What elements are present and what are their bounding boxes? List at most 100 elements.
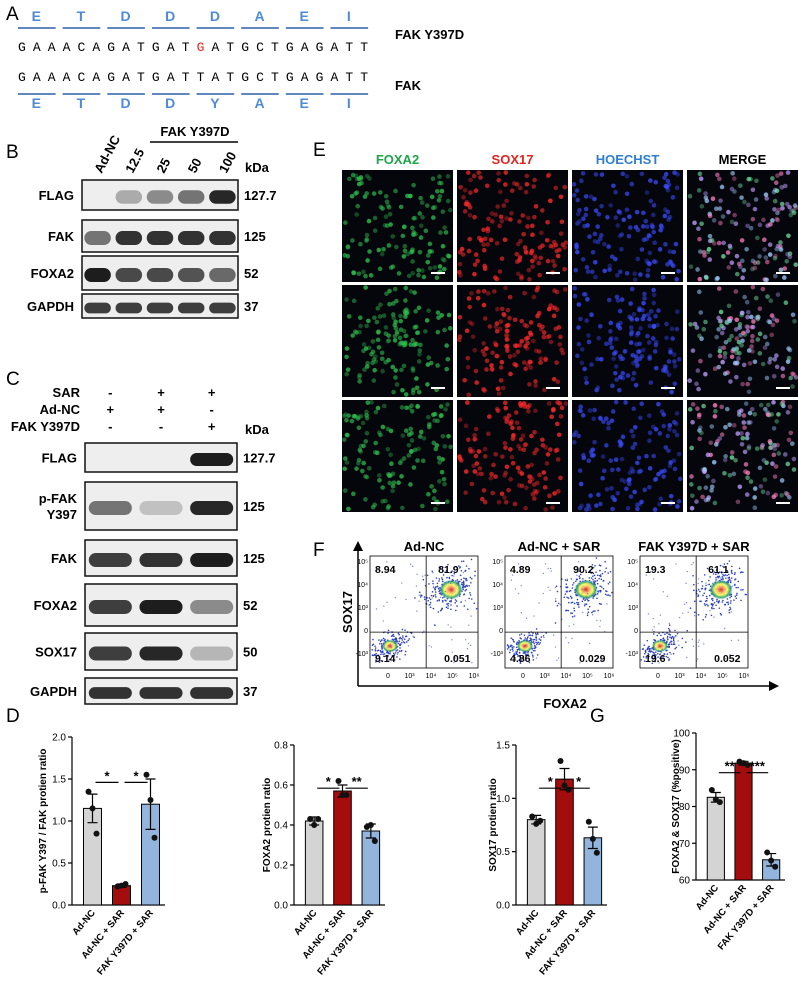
nucleus	[707, 247, 712, 252]
event-dot	[609, 595, 611, 597]
event-dot	[399, 641, 401, 643]
event-dot	[431, 570, 433, 572]
nucleus	[688, 407, 693, 412]
nucleus	[753, 207, 758, 212]
nucleus	[472, 272, 477, 277]
event-dot	[510, 646, 512, 648]
nucleus	[786, 170, 791, 175]
significance-label: *	[104, 768, 110, 783]
nucleus	[745, 432, 750, 437]
panel-label: F	[313, 540, 325, 561]
nucleus	[521, 447, 526, 452]
event-dot	[459, 581, 461, 583]
nucleus	[467, 237, 472, 242]
amino-acid: D	[121, 95, 131, 111]
event-dot	[463, 560, 465, 562]
nucleus	[648, 466, 653, 471]
nucleus	[532, 496, 537, 501]
nucleus	[426, 362, 431, 367]
event-dot	[740, 600, 742, 602]
nucleus	[588, 408, 593, 413]
nucleus	[399, 368, 404, 373]
event-dot	[424, 599, 426, 601]
nucleus	[359, 175, 364, 180]
nucleus	[510, 188, 515, 193]
nucleus	[741, 268, 746, 273]
nucleus	[503, 471, 508, 476]
nucleus	[510, 426, 515, 431]
nucleus	[773, 493, 778, 498]
nucleus	[504, 500, 509, 505]
nucleus	[723, 355, 728, 360]
event-dot	[664, 633, 666, 635]
nucleus	[584, 194, 589, 199]
nucleus	[530, 224, 535, 229]
nucleus	[611, 183, 616, 188]
event-dot	[434, 588, 436, 590]
event-dot	[578, 606, 580, 608]
nucleus	[763, 407, 768, 412]
nucleus	[785, 462, 790, 467]
nucleus	[787, 438, 792, 443]
event-dot	[601, 579, 603, 581]
nucleus	[347, 314, 352, 319]
nucleus	[537, 323, 542, 328]
nucleus	[697, 428, 702, 433]
nucleus	[393, 375, 398, 380]
nucleus	[744, 324, 749, 329]
nucleus	[503, 401, 508, 406]
event-dot	[537, 654, 539, 656]
nucleus	[529, 251, 534, 256]
event-dot	[706, 600, 708, 602]
event-dot	[597, 593, 599, 595]
event-dot	[589, 643, 590, 644]
nucleus	[474, 369, 479, 374]
nucleus	[654, 366, 659, 371]
nucleus	[648, 324, 653, 329]
nucleus	[373, 441, 378, 446]
event-dot	[465, 580, 466, 581]
nucleus	[465, 400, 470, 405]
panel-label: G	[590, 706, 605, 727]
event-dot	[396, 656, 398, 658]
event-dot	[576, 579, 578, 581]
event-dot	[396, 641, 398, 643]
nucleus	[584, 213, 589, 218]
event-dot	[728, 580, 730, 582]
event-dot	[468, 643, 469, 644]
event-dot	[599, 585, 601, 587]
event-dot	[675, 563, 676, 564]
data-point	[368, 822, 374, 828]
event-dot	[731, 577, 733, 579]
nucleus	[651, 454, 656, 459]
nucleus	[658, 431, 663, 436]
event-dot	[536, 644, 538, 646]
event-dot	[600, 620, 601, 621]
nucleus	[786, 359, 791, 364]
nucleus	[503, 237, 508, 242]
nucleus	[713, 414, 718, 419]
event-dot	[383, 605, 384, 606]
nucleus	[651, 301, 656, 306]
nucleus	[631, 377, 636, 382]
nucleus	[411, 216, 416, 221]
blot-band	[178, 268, 205, 282]
nucleus	[517, 426, 522, 431]
nucleus	[581, 453, 586, 458]
nucleus	[468, 190, 473, 195]
event-dot	[643, 644, 645, 646]
nucleus	[615, 273, 620, 278]
nucleus	[511, 461, 516, 466]
nucleus	[737, 351, 742, 356]
nucleus	[559, 231, 564, 236]
event-dot	[432, 572, 433, 573]
nucleus	[749, 479, 754, 484]
nucleus	[402, 244, 407, 249]
nucleus	[618, 326, 623, 331]
nucleus	[625, 191, 630, 196]
event-dot	[432, 583, 434, 585]
event-dot	[515, 588, 516, 589]
kda-value: 37	[243, 684, 257, 699]
nucleus	[412, 325, 417, 330]
event-dot	[722, 600, 724, 602]
